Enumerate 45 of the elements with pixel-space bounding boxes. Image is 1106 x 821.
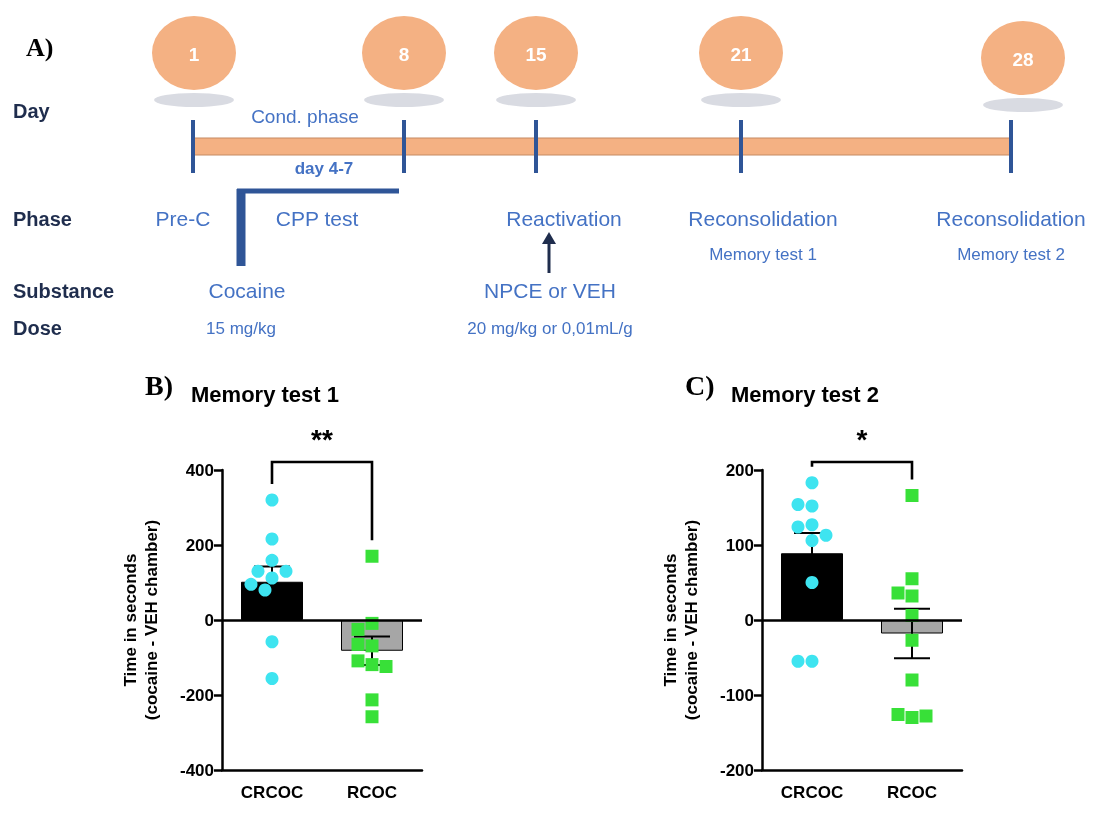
x-tick-label: RCOC <box>886 783 938 802</box>
text: Dose <box>13 317 62 339</box>
text: Cond. phase <box>251 106 359 127</box>
y-tick-label: 0 <box>744 610 754 630</box>
y-tick-label: -200 <box>719 760 754 780</box>
text: 15 <box>525 44 547 65</box>
y-axis-title: Time in seconds (cocaine - VEH chamber) <box>661 519 701 721</box>
text: ** <box>310 424 334 456</box>
text: Day <box>13 100 51 122</box>
y-tick-label: 100 <box>725 535 754 555</box>
chart-title: Memory test 1 <box>191 381 339 407</box>
text: day 4-7 <box>294 159 354 178</box>
x-tick-label: RCOC <box>346 783 398 802</box>
y-tick-label: 200 <box>725 460 754 480</box>
y-tick-label: 200 <box>185 535 214 555</box>
y-tick-label: 0 <box>204 610 214 630</box>
text: 20 mg/kg or 0,01mL/g <box>467 319 633 338</box>
y-tick-label: -200 <box>179 685 214 705</box>
text: Pre-C <box>155 207 211 230</box>
text: 8 <box>398 44 410 65</box>
y-tick-label: 400 <box>185 460 214 480</box>
text: NPCE or VEH <box>484 279 616 302</box>
text: Memory test 2 <box>957 245 1065 264</box>
text: Reconsolidation <box>688 207 838 230</box>
text: 21 <box>730 44 752 65</box>
text: Reconsolidation <box>936 207 1086 230</box>
text: Phase <box>13 208 72 230</box>
text: 1 <box>188 44 200 65</box>
y-tick-label: -400 <box>179 760 214 780</box>
text: Reactivation <box>506 207 622 230</box>
text: Cocaine <box>208 279 286 302</box>
text: Memory test 1 <box>709 245 817 264</box>
text: 28 <box>1012 49 1034 70</box>
x-tick-label: CRCOC <box>780 783 844 802</box>
text: CPP test <box>275 207 359 230</box>
text: C) <box>685 370 715 402</box>
text: A) <box>26 33 54 62</box>
y-axis-title: Time in seconds (cocaine - VEH chamber) <box>121 519 161 721</box>
x-tick-label: CRCOC <box>240 783 304 802</box>
text: 15 mg/kg <box>206 319 276 338</box>
text: B) <box>145 370 173 402</box>
text: Substance <box>13 280 115 302</box>
chart-title: Memory test 2 <box>731 381 879 407</box>
y-tick-label: -100 <box>719 685 754 705</box>
text: * <box>855 424 869 456</box>
